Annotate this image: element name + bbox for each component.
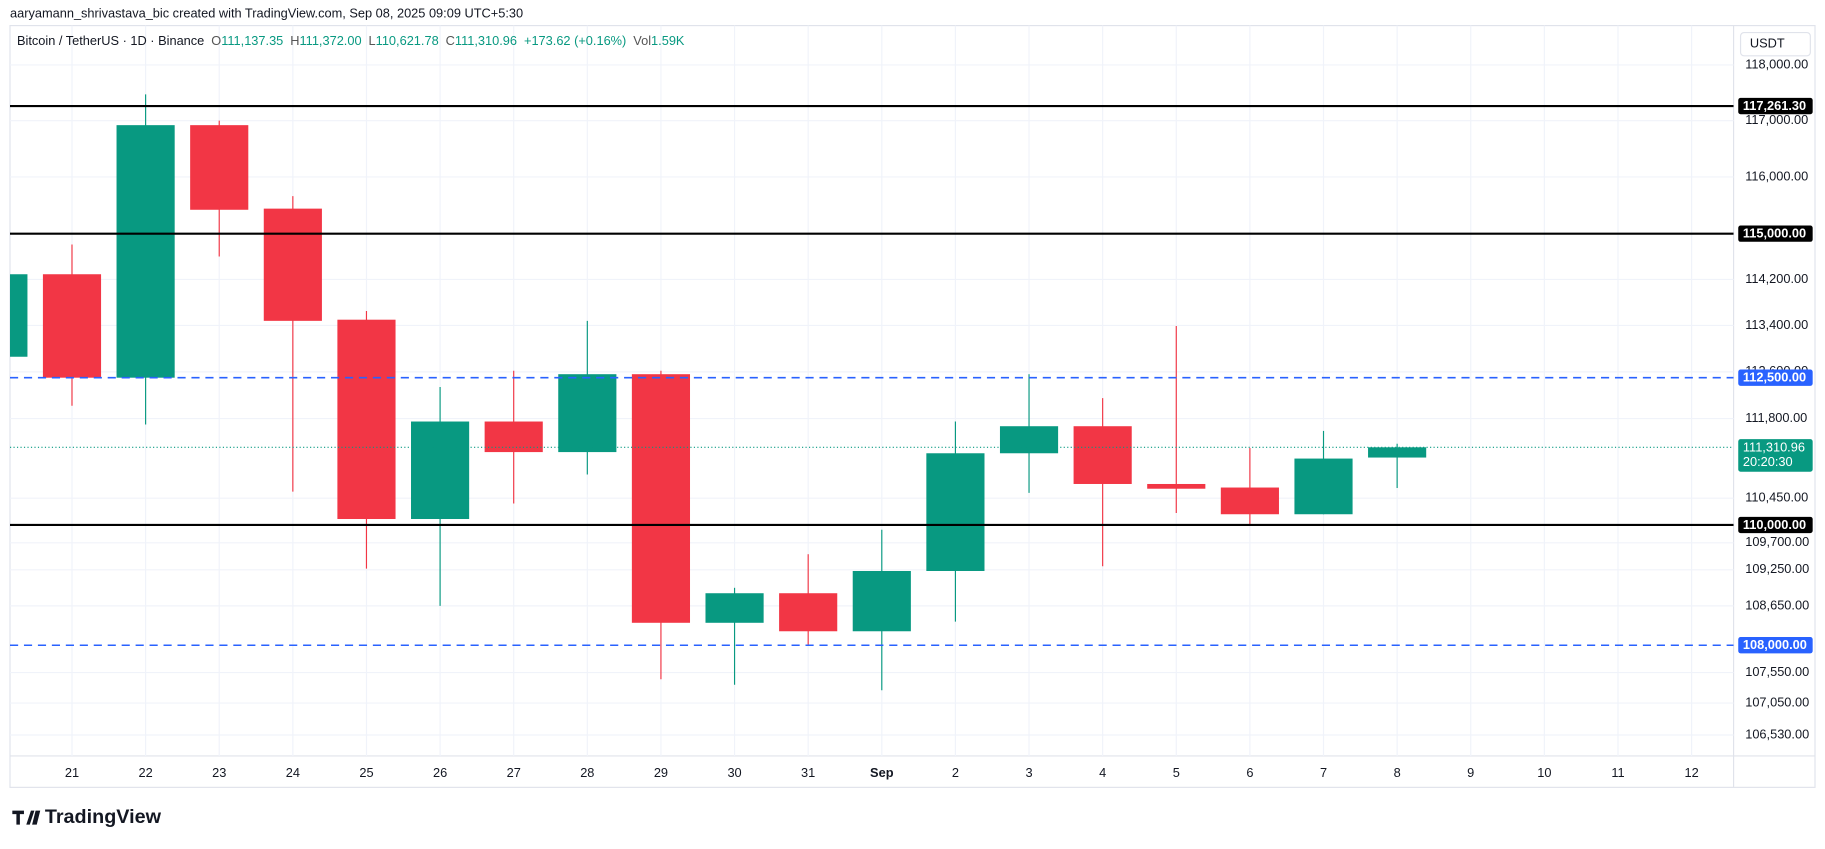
ohlc-label: C (446, 33, 455, 48)
x-tick-label: 7 (1320, 765, 1327, 780)
ohlc-value: 111,372.00 (300, 33, 362, 48)
level-label: 108,000.00 (1743, 637, 1807, 652)
logo-text: TradingView (45, 806, 162, 828)
candle-body (926, 453, 985, 571)
frame (9, 25, 1816, 788)
y-tick-label: 113,400.00 (1745, 317, 1808, 332)
candle-body (1220, 487, 1279, 515)
level-label: 110,000.00 (1743, 517, 1806, 532)
y-tick-label: 117,000.00 (1745, 112, 1808, 127)
candle-body (337, 319, 396, 520)
x-tick-label: 4 (1099, 765, 1106, 780)
y-tick-label: 111,800.00 (1745, 410, 1807, 425)
candle-body (1147, 483, 1206, 489)
y-tick-label: 110,450.00 (1745, 490, 1808, 505)
x-tick-label: 25 (359, 765, 373, 780)
level-label-box (1738, 97, 1813, 115)
legend-header: Bitcoin / TetherUS · 1D · Binance O111,13… (17, 33, 685, 48)
change: +173.62 (+0.16%) (524, 33, 626, 48)
candle-body (10, 274, 28, 357)
logo: TradingView (12, 806, 162, 828)
level-label-box (1738, 369, 1813, 386)
candle-body (1294, 458, 1353, 515)
y-tick-label: 106,530.00 (1745, 726, 1809, 741)
level-label-box (1738, 516, 1813, 534)
logo-icon (12, 810, 41, 825)
x-tick-label: 11 (1611, 765, 1624, 780)
candle-body (116, 125, 175, 378)
candle-body (1368, 447, 1427, 458)
plot (10, 94, 1734, 691)
x-tick-label: 8 (1394, 765, 1401, 780)
x-tick-label: 10 (1537, 765, 1551, 780)
ohlc-label: O (211, 33, 221, 48)
x-tick-label: 28 (580, 765, 594, 780)
y-tick-label: 118,000.00 (1745, 56, 1808, 71)
ohlc-value: 110,621.78 (376, 33, 439, 48)
x-tick-label: 3 (1025, 765, 1032, 780)
candle-body (852, 570, 911, 632)
y-tick-label: 116,000.00 (1745, 168, 1808, 183)
last-price-box (1738, 439, 1813, 472)
level-label: 117,261.30 (1743, 98, 1806, 113)
level-label: 115,000.00 (1743, 226, 1806, 241)
candle-body (1073, 426, 1132, 484)
x-tick-label: 12 (1684, 765, 1698, 780)
candle-body (263, 208, 322, 321)
x-tick-label: 22 (138, 765, 152, 780)
y-tick-label: 114,200.00 (1745, 271, 1808, 286)
candle-body (190, 125, 249, 210)
candle-body (779, 593, 838, 632)
last-price-label: 111,310.96 (1743, 439, 1805, 454)
y-tick-label: 108,650.00 (1745, 597, 1809, 612)
countdown: 20:20:30 (1743, 454, 1793, 469)
x-tick-label: 6 (1246, 765, 1253, 780)
candle-body (42, 274, 102, 378)
y-tick-label: 107,050.00 (1745, 694, 1809, 709)
x-tick-label: 30 (727, 765, 741, 780)
candle-body (705, 593, 764, 623)
y-tick-label: 107,550.00 (1745, 664, 1809, 679)
x-tick-label: 24 (286, 765, 300, 780)
ohlc-label: L (369, 33, 376, 48)
x-tick-label: 27 (507, 765, 521, 780)
y-tick-label: 109,700.00 (1745, 534, 1809, 549)
x-tick-label: 5 (1173, 765, 1180, 780)
ohlc-label: H (290, 33, 299, 48)
y-tick-label: 109,250.00 (1745, 561, 1809, 576)
x-tick-label: Sep (870, 765, 894, 780)
level-label-box (1738, 225, 1813, 242)
x-tick-label: 2 (952, 765, 959, 780)
x-tick-label: 21 (65, 765, 79, 780)
currency[interactable]: USDT (1750, 36, 1785, 51)
candle-body (411, 421, 470, 520)
x-tick-label: 26 (433, 765, 447, 780)
x-tick-label: 29 (654, 765, 668, 780)
x-tick-label: 23 (212, 765, 226, 780)
volume: 1.59K (651, 33, 685, 48)
symbol: Bitcoin / TetherUS · 1D · Binance (17, 33, 204, 48)
level-label: 112,500.00 (1743, 370, 1806, 385)
currency-box[interactable] (1739, 31, 1811, 57)
ohlc-value: 111,310.96 (455, 33, 517, 48)
candle-body (558, 374, 617, 453)
top-bar: aaryamann_shrivastava_bic created with T… (10, 5, 523, 20)
x-tick-label: 31 (801, 765, 815, 780)
volume-label: Vol (633, 33, 651, 48)
price-axis: 118,000.00 117,000.00 116,000.00 114,200.00… (1738, 56, 1813, 741)
candle-body (631, 374, 691, 623)
candle-body (999, 426, 1059, 454)
ohlc-value: 111,137.35 (221, 33, 283, 48)
level-label-box (1738, 637, 1813, 654)
candle-body (484, 421, 543, 453)
x-tick-label: 9 (1467, 765, 1474, 780)
